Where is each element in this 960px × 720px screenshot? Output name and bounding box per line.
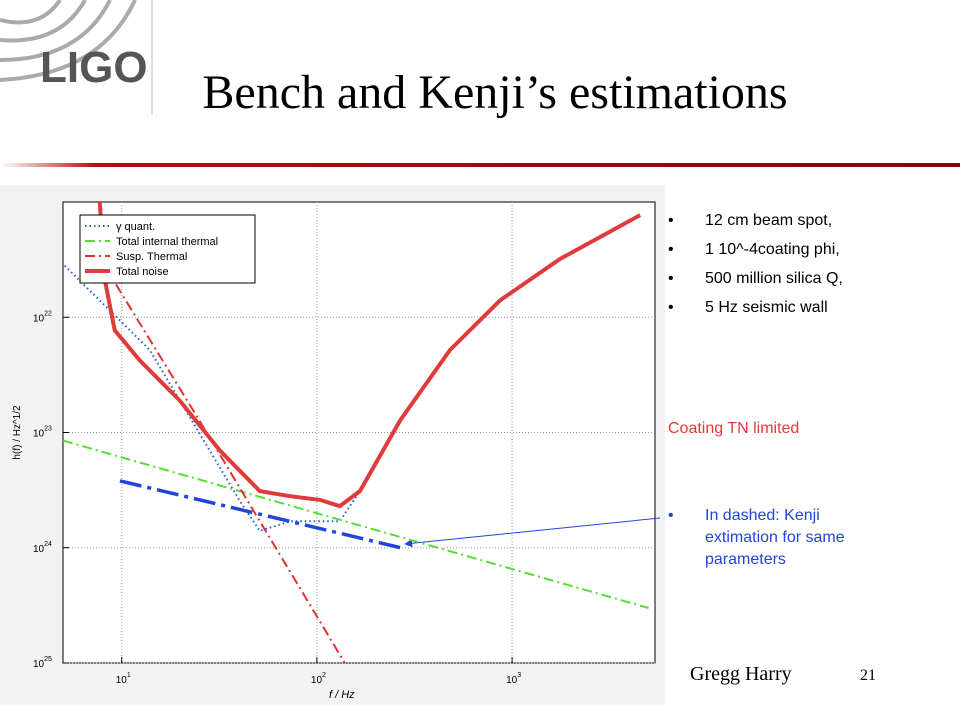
bullet: 5 Hz seismic wall <box>705 299 828 316</box>
tick-label: 1022 <box>33 310 52 324</box>
note: Coating TN limited <box>668 420 799 437</box>
tick-base: 10 <box>116 675 128 686</box>
tick-label: 1024 <box>33 541 52 555</box>
tick-exp: 3 <box>517 672 521 679</box>
tick-label: 103 <box>506 672 521 686</box>
bullet-dot: • <box>668 212 674 229</box>
bullet: 12 cm beam spot, <box>705 212 832 229</box>
tick-label: 1025 <box>33 656 52 670</box>
tick-exp: 25 <box>44 656 52 663</box>
tick-exp: 2 <box>322 672 326 679</box>
bullet: 500 million silica Q, <box>705 270 843 287</box>
bullet-dot: • <box>668 270 674 287</box>
bullet-dot: • <box>668 299 674 316</box>
line <box>119 479 406 551</box>
legend-label: Susp. Thermal <box>116 251 187 263</box>
logo <box>0 0 137 82</box>
bullet: In dashed: Kenji <box>705 507 820 524</box>
title: Bench and Kenji’s estimations <box>202 66 787 119</box>
tick-label: 1023 <box>33 426 52 440</box>
legend-label: Total internal thermal <box>116 236 218 248</box>
tick-base: 10 <box>33 313 45 324</box>
tick-label: 102 <box>311 672 326 686</box>
line <box>63 439 649 609</box>
arrow <box>404 517 661 548</box>
author: Gregg Harry <box>690 663 792 685</box>
tick-base: 10 <box>311 675 323 686</box>
bullet-dot: • <box>668 507 674 524</box>
legend-label: γ quant. <box>116 221 155 233</box>
tick-base: 10 <box>33 429 45 440</box>
x-axis-label: f / Hz <box>329 689 355 701</box>
y-axis-label: h(f) / Hz^1/2 <box>12 405 23 460</box>
line <box>97 202 642 509</box>
bullet: parameters <box>705 551 786 568</box>
tick-exp: 1 <box>127 672 131 679</box>
bullet-dot: • <box>668 241 674 258</box>
tick-base: 10 <box>33 544 45 555</box>
legend-label: Total noise <box>116 266 169 278</box>
bullet: extimation for same <box>705 529 845 546</box>
bullet: 1 10^-4coating phi, <box>705 241 840 258</box>
logo-text: LIGO <box>40 43 148 92</box>
page-number: 21 <box>860 667 876 684</box>
tick-exp: 24 <box>44 541 52 548</box>
tick-exp: 22 <box>44 310 52 317</box>
tick-label: 101 <box>116 672 131 686</box>
tick-base: 10 <box>506 675 518 686</box>
tick-base: 10 <box>33 659 45 670</box>
title-rule <box>0 163 960 167</box>
tick-exp: 23 <box>44 426 52 433</box>
